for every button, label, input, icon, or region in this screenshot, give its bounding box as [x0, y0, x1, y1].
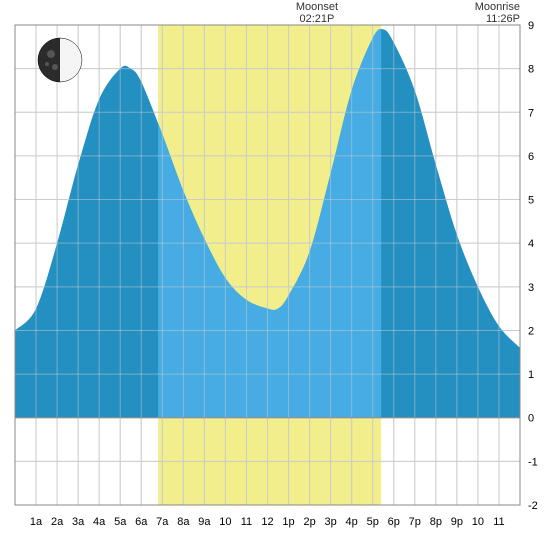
- y-tick-label: -2: [528, 500, 538, 512]
- y-tick-label: 3: [528, 282, 534, 294]
- x-tick-label: 5p: [367, 516, 379, 528]
- tide-chart: 1a2a3a4a5a6a7a8a9a1011121p2p3p4p5p6p7p8p…: [0, 0, 550, 550]
- x-tick-label: 11: [241, 516, 252, 528]
- y-tick-label: 8: [528, 64, 534, 76]
- moon-phase-icon: [38, 38, 82, 82]
- y-tick-label: 9: [528, 20, 534, 32]
- x-tick-label: 7p: [409, 516, 421, 528]
- x-tick-label: 12: [261, 516, 273, 528]
- moonset-time: 02:21P: [300, 13, 335, 25]
- x-tick-label: 5a: [114, 516, 127, 528]
- y-tick-label: 6: [528, 151, 534, 163]
- x-tick-label: 9a: [198, 516, 211, 528]
- x-tick-label: 1a: [30, 516, 43, 528]
- moonset-label: Moonset: [296, 1, 338, 13]
- x-tick-label: 6p: [388, 516, 400, 528]
- x-tick-label: 8a: [177, 516, 190, 528]
- y-tick-label: -1: [528, 456, 538, 468]
- chart-svg: 1a2a3a4a5a6a7a8a9a1011121p2p3p4p5p6p7p8p…: [0, 0, 550, 550]
- x-tick-label: 4p: [346, 516, 358, 528]
- x-tick-label: 4a: [93, 516, 106, 528]
- x-tick-label: 11: [493, 516, 504, 528]
- x-tick-label: 2a: [51, 516, 64, 528]
- moonrise-label: Moonrise: [475, 1, 520, 13]
- y-tick-label: 0: [528, 413, 534, 425]
- y-tick-label: 1: [528, 369, 534, 381]
- y-tick-label: 2: [528, 325, 534, 337]
- y-tick-label: 4: [528, 238, 534, 250]
- x-tick-label: 7a: [156, 516, 169, 528]
- x-tick-label: 2p: [303, 516, 315, 528]
- x-tick-label: 10: [472, 516, 484, 528]
- x-tick-label: 3p: [325, 516, 337, 528]
- x-tick-label: 6a: [135, 516, 148, 528]
- x-tick-label: 1p: [282, 516, 294, 528]
- x-tick-label: 10: [219, 516, 231, 528]
- y-tick-label: 7: [528, 107, 534, 119]
- y-tick-label: 5: [528, 195, 534, 207]
- x-tick-label: 3a: [72, 516, 85, 528]
- x-tick-label: 9p: [451, 516, 463, 528]
- x-tick-label: 8p: [430, 516, 442, 528]
- moonrise-time: 11:26P: [486, 13, 520, 25]
